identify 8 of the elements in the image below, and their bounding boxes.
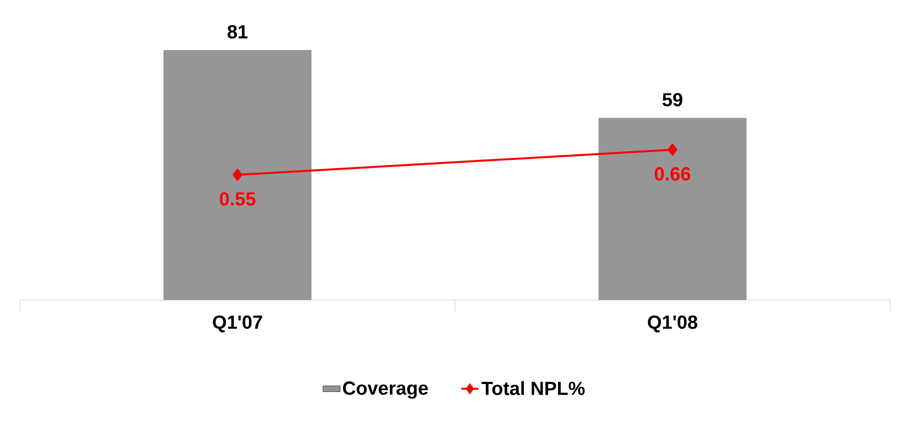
- x-tick-label: Q1'08: [648, 315, 698, 332]
- x-tick-label: Q1'07: [212, 315, 262, 332]
- data-label: 0.66: [654, 167, 690, 181]
- legend-label: Total NPL%: [482, 381, 585, 396]
- data-label: 81: [228, 25, 248, 39]
- legend-label: Coverage: [343, 381, 428, 399]
- data-label: 59: [662, 93, 682, 106]
- data-label: 0.55: [220, 192, 256, 206]
